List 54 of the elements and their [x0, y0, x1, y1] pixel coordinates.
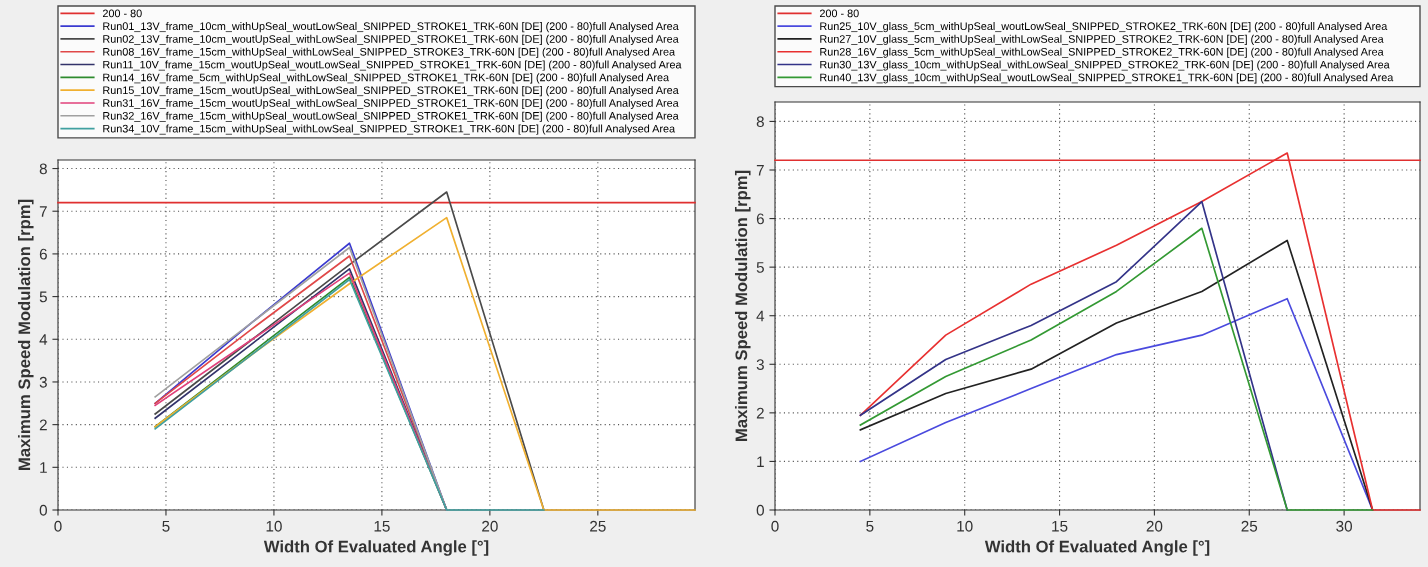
legend-label: 200 - 80	[102, 9, 142, 18]
x-tick-label: 0	[771, 520, 779, 532]
line-series	[859, 200, 1289, 511]
x-tick-label: 10	[266, 520, 282, 532]
legend-label: Run27_10V_glass_5cm_withUpSeal_withLowSeal_SNIPPED_STROKE2_TRK-60N [DE] (200 - 80)full Analysed Area	[820, 34, 1384, 45]
legend-label: Run15_10V_frame_15cm_woutUpSeal_withLowSeal_SNIPPED_STROKE1_TRK-60N [DE] (200 - 80)full Analysed Area	[103, 86, 679, 97]
x-tick-label: 15	[1052, 520, 1068, 532]
x-tick-label: 20	[482, 520, 498, 532]
x-axis-title: Width Of Evaluated Angle [°]	[984, 540, 1210, 556]
x-axis-title: Width Of Evaluated Angle [°]	[263, 540, 489, 556]
y-tick-label: 1	[40, 462, 47, 473]
y-tick-label: 0	[756, 504, 764, 516]
x-tick-label: 10	[957, 520, 973, 532]
x-tick-label: 25	[1241, 520, 1258, 532]
y-axis-title: Maximum Speed Modulation [rpm]	[18, 199, 34, 470]
legend-label: Run08_16V_frame_15cm_withUpSeal_withLowSeal_SNIPPED_STROKE3_TRK-60N [DE] (200 - 80)full Analysed Area	[103, 47, 676, 58]
x-tick-label: 0	[54, 520, 62, 532]
legend-label: Run31_16V_frame_15cm_woutUpSeal_withLowSeal_SNIPPED_STROKE1_TRK-60N [DE] (200 - 80)full Analysed Area	[103, 98, 679, 109]
y-tick-label: 8	[39, 163, 47, 175]
line-series	[154, 278, 545, 511]
legend-label: Run30_13V_glass_10cm_withUpSeal_withLowSeal_SNIPPED_STROKE2_TRK-60N [DE] (200 - 80)full Analysed Area	[820, 60, 1390, 71]
legend-label: Run25_10V_glass_5cm_withUpSeal_woutLowSeal_SNIPPED_STROKE2_TRK-60N [DE] (200 - 80)full Analysed Area	[820, 22, 1388, 33]
y-tick-label: 5	[39, 291, 47, 303]
x-tick-label: 5	[162, 520, 170, 532]
y-tick-label: 4	[756, 310, 765, 322]
y-tick-label: 6	[756, 213, 764, 225]
y-tick-label: 8	[756, 116, 764, 128]
legend-label: Run11_10V_frame_15cm_woutUpSeal_woutLowSeal_SNIPPED_STROKE1_TRK-60N [DE] (200 - 80)full Analysed Area	[103, 60, 682, 71]
x-tick-label: 25	[590, 520, 606, 532]
y-tick-label: 7	[39, 206, 47, 217]
x-tick-label: 20	[1146, 520, 1163, 532]
x-tick-label: 30	[1336, 520, 1353, 532]
y-tick-label: 2	[39, 419, 47, 431]
y-tick-label: 2	[756, 407, 764, 419]
y-tick-label: 6	[39, 248, 47, 260]
y-tick-label: 3	[756, 359, 764, 370]
y-tick-label: 4	[39, 334, 48, 345]
x-tick-label: 5	[866, 520, 874, 532]
y-tick-label: 1	[757, 456, 764, 467]
legend-label: Run01_13V_frame_10cm_withUpSeal_woutLowSeal_SNIPPED_STROKE1_TRK-60N [DE] (200 - 80)full Analysed Area	[103, 22, 679, 33]
legend-label: Run02_13V_frame_10cm_woutUpSeal_withLowSeal_SNIPPED_STROKE1_TRK-60N [DE] (200 - 80)full Analysed Area	[103, 34, 679, 45]
y-tick-label: 0	[39, 504, 47, 516]
legend-label: Run28_16V_glass_5cm_withUpSeal_withLowSeal_SNIPPED_STROKE2_TRK-60N [DE] (200 - 80)full Analysed Area	[820, 47, 1384, 58]
legend-label: Run40_13V_glass_10cm_withUpSeal_woutLowSeal_SNIPPED_STROKE1_TRK-60N [DE] (200 - 80)full Analysed Area	[820, 73, 1394, 84]
legend-label: Run34_10V_frame_15cm_withUpSeal_withLowSeal_SNIPPED_STROKE1_TRK-60N [DE] (200 - 80)full Analysed Area	[103, 124, 676, 135]
x-tick-label: 15	[374, 520, 390, 532]
legend-label: 200 - 80	[819, 9, 859, 18]
line-series	[154, 216, 696, 511]
legend-label: Run14_16V_frame_5cm_withUpSeal_withLowSeal_SNIPPED_STROKE1_TRK-60N [DE] (200 - 80)full Analysed Area	[103, 73, 670, 84]
y-tick-label: 7	[756, 165, 764, 176]
y-axis-title: Maximum Speed Modulation [rpm]	[735, 170, 751, 441]
y-tick-label: 5	[756, 262, 764, 273]
y-tick-label: 3	[39, 376, 47, 388]
legend-label: Run32_16V_frame_15cm_withUpSeal_woutLowSeal_SNIPPED_STROKE1_TRK-60N [DE] (200 - 80)full Analysed Area	[103, 111, 679, 122]
